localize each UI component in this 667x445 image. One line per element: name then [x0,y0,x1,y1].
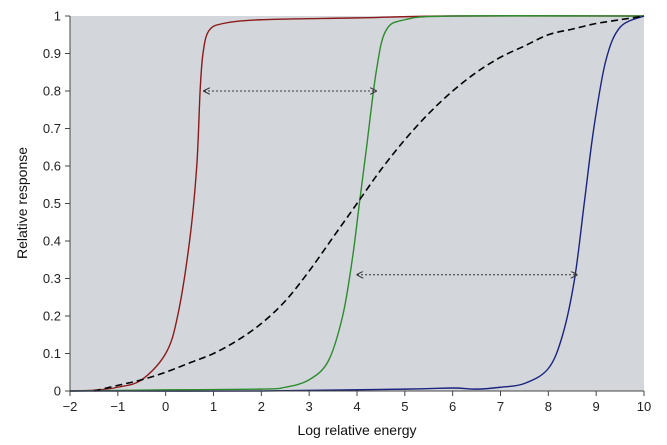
y-tick-label: 1 [54,9,61,24]
series-line-1 [69,15,645,392]
x-tick-label: 8 [545,399,552,414]
arrow-layer [204,91,577,275]
series-layer [69,15,645,392]
y-tick-label: 0.9 [43,46,61,61]
y-tick-label: 0.6 [43,159,61,174]
x-ticks: −2 −1 0 1 2 3 4 5 6 7 8 9 10 [63,391,651,414]
series-line-2 [69,15,645,392]
x-tick-label: 7 [497,399,504,414]
series-line-4 [93,15,645,392]
y-tick-label: 0.1 [43,346,61,361]
y-tick-label: 0.7 [43,121,61,136]
y-tick-label: 0.3 [43,271,61,286]
x-tick-label: 1 [210,399,217,414]
y-tick-label: 0 [54,384,61,399]
y-axis-title: Relative response [14,147,30,259]
x-tick-label: 10 [637,399,651,414]
y-tick-label: 0.4 [43,234,61,249]
x-tick-label: 6 [449,399,456,414]
y-tick-label: 0.2 [43,309,61,324]
y-tick-label: 0.5 [43,196,61,211]
x-tick-label: 4 [353,399,360,414]
x-tick-label: 5 [401,399,408,414]
x-tick-label: 3 [306,399,313,414]
y-ticks: 0 0.1 0.2 0.3 0.4 0.5 0.6 0.7 0.8 0.9 1 [43,9,70,399]
x-tick-label: 9 [593,399,600,414]
series-line-3 [69,15,645,392]
x-tick-label: −2 [63,399,78,414]
x-axis-title: Log relative energy [297,422,416,438]
x-tick-label: 0 [162,399,169,414]
x-tick-label: 2 [258,399,265,414]
x-tick-label: −1 [110,399,125,414]
y-tick-label: 0.8 [43,84,61,99]
